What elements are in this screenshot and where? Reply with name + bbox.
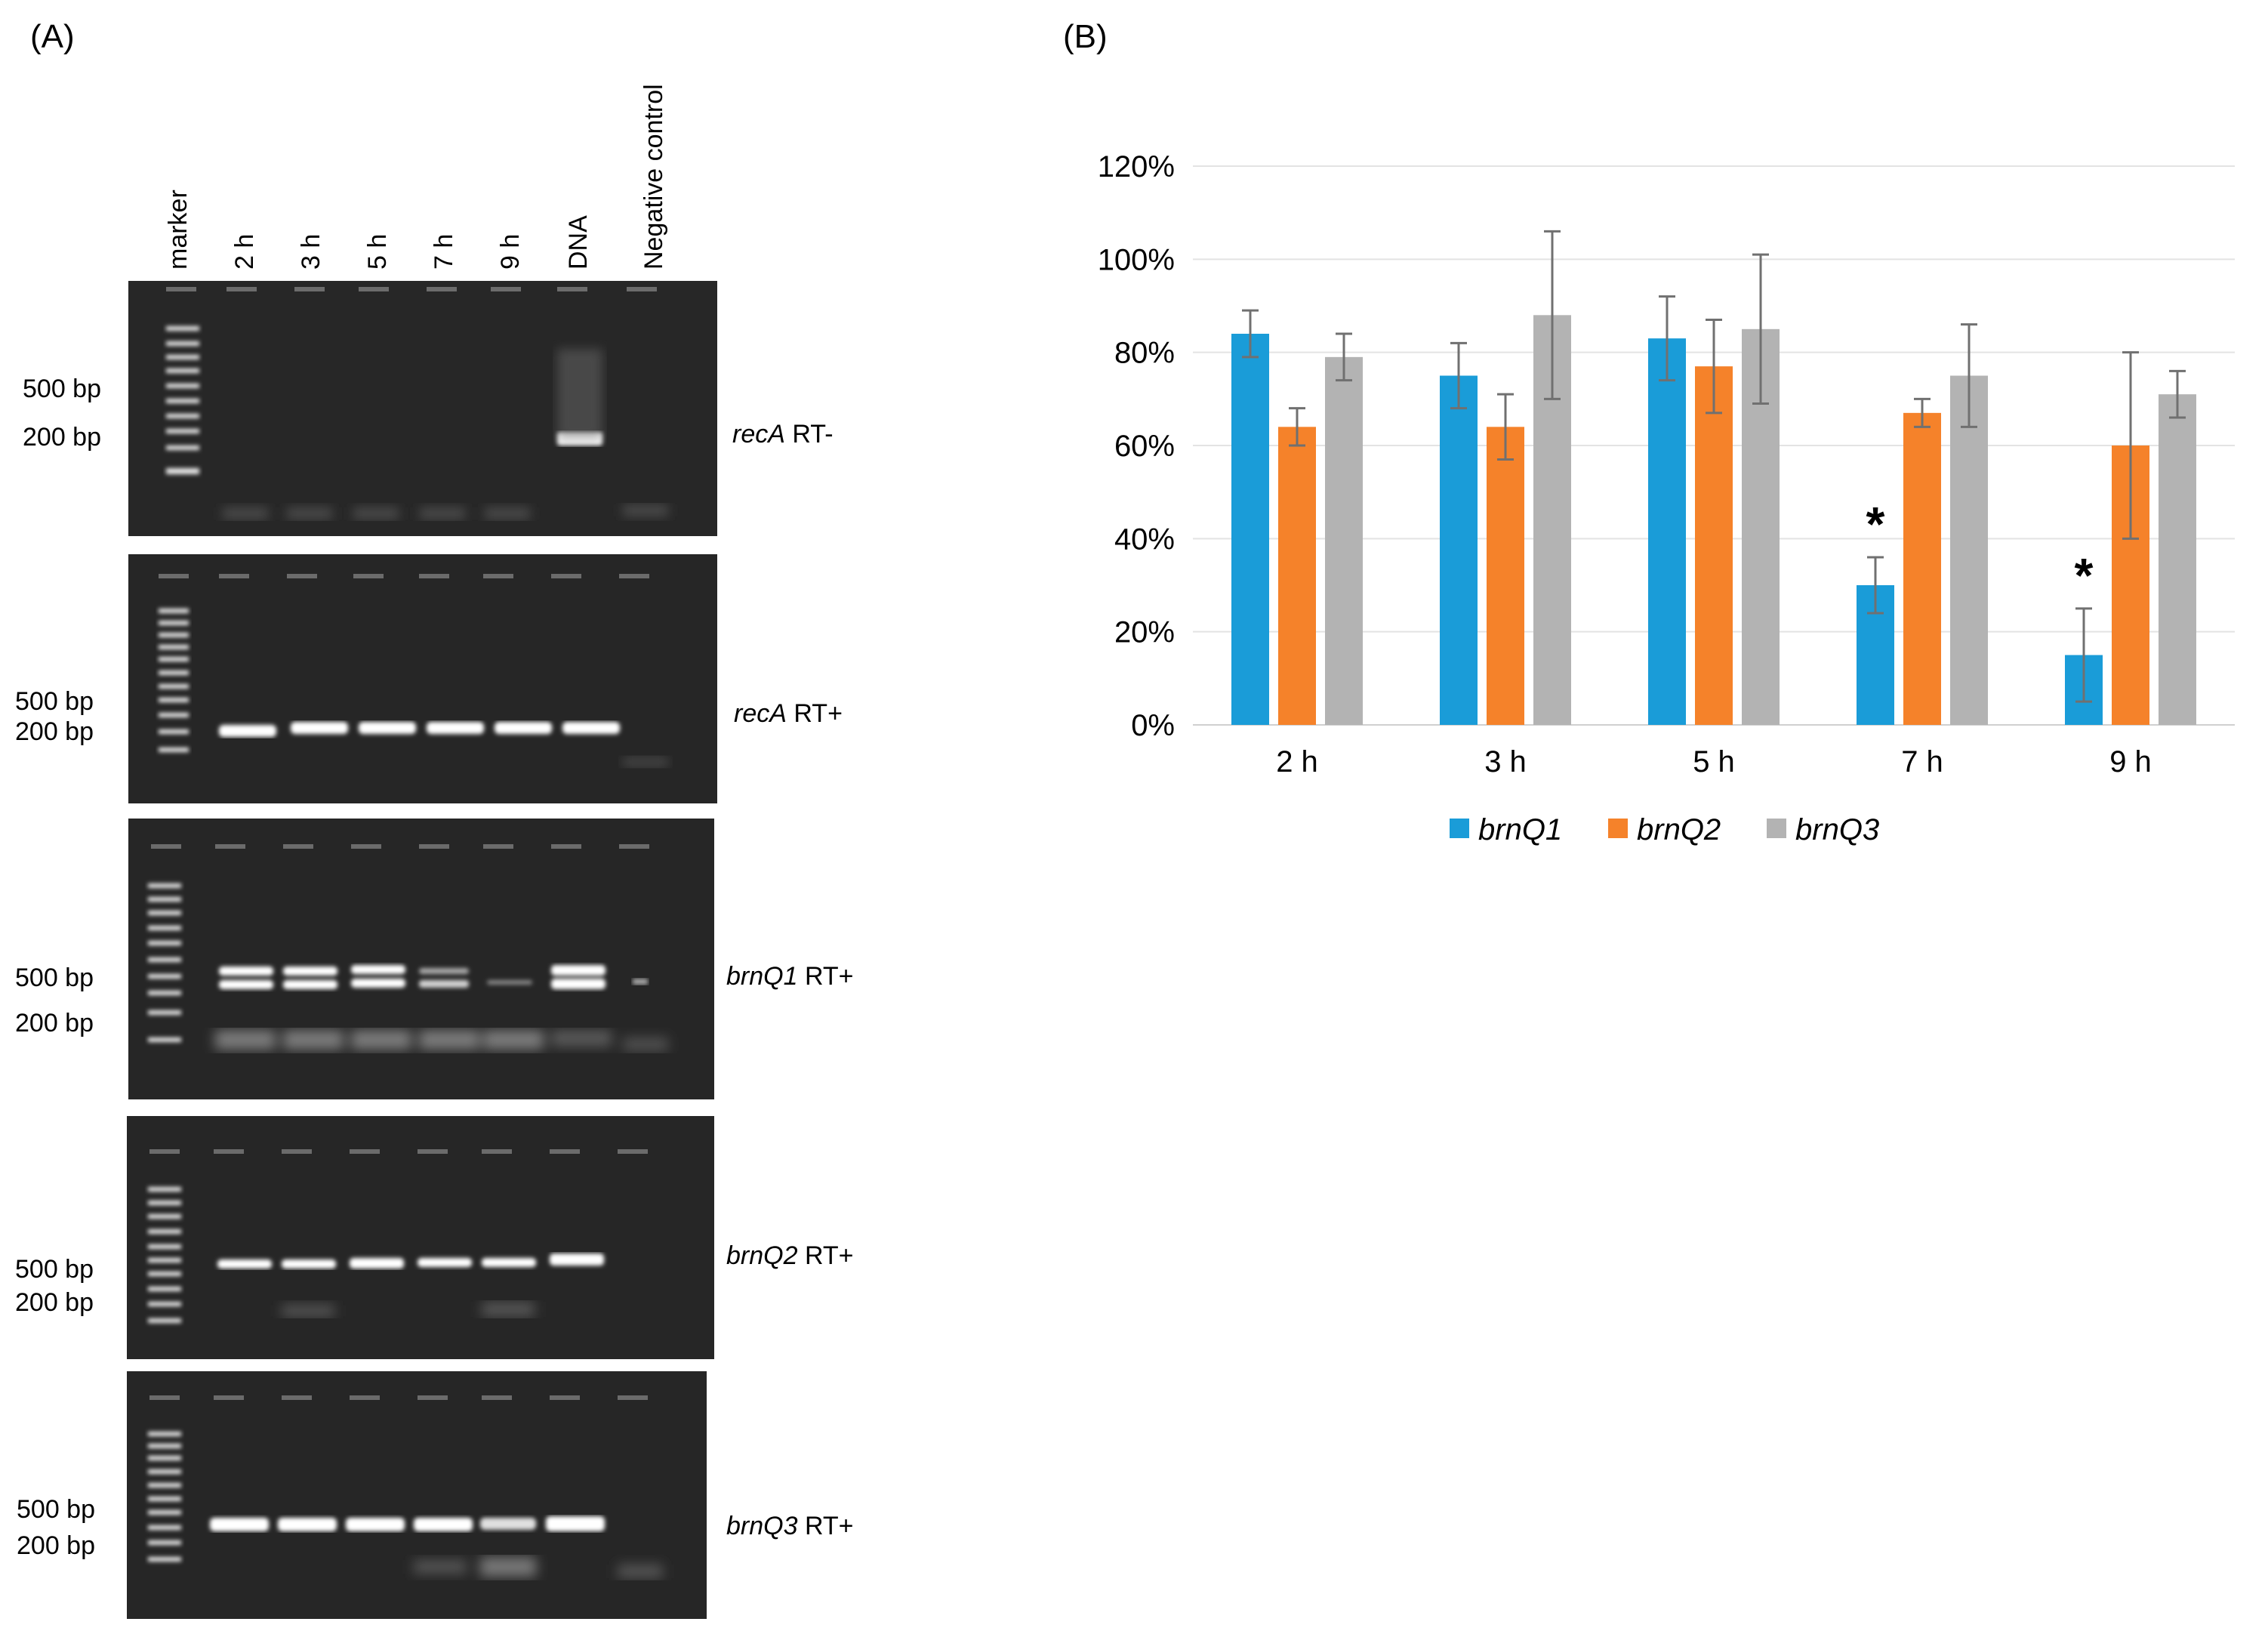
x-tick-label: 5 h (1693, 745, 1735, 779)
bar-brnQ2-3h (1487, 427, 1524, 725)
gel1-label: recA RT- (732, 420, 834, 449)
bar-brnQ3-7h (1950, 375, 1988, 725)
gel4-label: brnQ2 RT+ (726, 1241, 854, 1271)
y-tick-label: 0% (1131, 709, 1175, 742)
bar-brnQ1-2h (1231, 334, 1269, 725)
gel4-suffix: RT+ (797, 1241, 854, 1270)
x-tick-label: 2 h (1276, 745, 1318, 779)
bar-chart-svg: 0% 20% 40% 60% 80% 100% 120% 2 h 3 h 5 h * 7 h * 9 h b… (1098, 150, 2235, 846)
x-tick-label: 7 h (1901, 745, 1943, 779)
gel1-suffix: RT- (784, 420, 834, 449)
y-tick-label: 60% (1114, 430, 1175, 463)
gel-image-brnq1-rt-plus (128, 819, 714, 1099)
lane-label-9h: 9 h (496, 233, 525, 270)
panel-a-label: (A) (30, 18, 75, 55)
legend-label-brnQ3: brnQ3 (1795, 813, 1879, 846)
y-tick-label: 120% (1098, 150, 1175, 183)
bar-brnQ3-9h (2159, 394, 2196, 725)
x-tick-label: 3 h (1484, 745, 1527, 779)
significance-asterisk: * (1866, 497, 1885, 551)
bar-brnQ2-7h (1903, 412, 1941, 725)
gel4-bp-200: 200 bp (15, 1288, 94, 1317)
gel3-label: brnQ1 RT+ (726, 962, 854, 991)
gel3-bp-500: 500 bp (15, 963, 94, 992)
gel-image-brnq3-rt-plus (127, 1371, 707, 1619)
significance-asterisk: * (2075, 548, 2094, 603)
gel-image-reca-rt-minus (128, 281, 717, 536)
gel3-bp-200: 200 bp (15, 1009, 94, 1037)
gel1-bp-500: 500 bp (23, 375, 101, 403)
gel1-bp-200: 200 bp (23, 423, 101, 452)
gel2-label: recA RT+ (734, 699, 843, 729)
legend-swatch-brnQ1 (1450, 819, 1469, 838)
gel2-bp-200: 200 bp (15, 717, 94, 746)
legend-swatch-brnQ3 (1767, 819, 1786, 838)
gel-image-reca-rt-plus (128, 554, 717, 803)
gel1-gene: recA (732, 420, 785, 449)
gel5-bp-500: 500 bp (17, 1495, 95, 1524)
y-tick-label: 100% (1098, 243, 1175, 276)
bar-brnQ2-5h (1695, 366, 1733, 725)
gel4-gene: brnQ2 (726, 1241, 798, 1270)
x-tick-label: 9 h (2109, 745, 2152, 779)
lane-label-2h: 2 h (230, 233, 259, 270)
gel2-suffix: RT+ (786, 699, 843, 728)
legend-label-brnQ2: brnQ2 (1637, 813, 1721, 846)
lane-label-dna: DNA (564, 215, 593, 270)
bar-chart: 0% 20% 40% 60% 80% 100% 120% 2 h 3 h 5 h * 7 h * 9 h b… (1057, 121, 2265, 876)
lane-label-marker: marker (164, 190, 193, 270)
bar-brnQ2-2h (1278, 427, 1316, 725)
y-tick-label: 80% (1114, 337, 1175, 370)
gel5-label: brnQ3 RT+ (726, 1512, 854, 1541)
gel-image-brnq2-rt-plus (127, 1116, 714, 1359)
bar-brnQ1-3h (1440, 375, 1478, 725)
gel5-suffix: RT+ (797, 1512, 854, 1540)
gel2-gene: recA (734, 699, 787, 728)
gel5-bp-200: 200 bp (17, 1531, 95, 1560)
lane-label-7h: 7 h (430, 233, 458, 270)
lane-label-3h: 3 h (297, 233, 325, 270)
gel2-bp-500: 500 bp (15, 687, 94, 716)
legend-swatch-brnQ2 (1608, 819, 1628, 838)
lane-label-negative-control: Negative control (639, 84, 668, 270)
y-tick-label: 40% (1114, 523, 1175, 556)
gel4-bp-500: 500 bp (15, 1255, 94, 1284)
panel-b-label: (B) (1063, 18, 1108, 55)
gel3-gene: brnQ1 (726, 962, 798, 991)
gel3-suffix: RT+ (797, 962, 854, 991)
lane-label-5h: 5 h (363, 233, 392, 270)
y-tick-label: 20% (1114, 616, 1175, 649)
legend-label-brnQ1: brnQ1 (1478, 813, 1562, 846)
bar-brnQ1-5h (1648, 338, 1686, 725)
gel5-gene: brnQ3 (726, 1512, 798, 1540)
bar-brnQ3-2h (1325, 356, 1363, 725)
